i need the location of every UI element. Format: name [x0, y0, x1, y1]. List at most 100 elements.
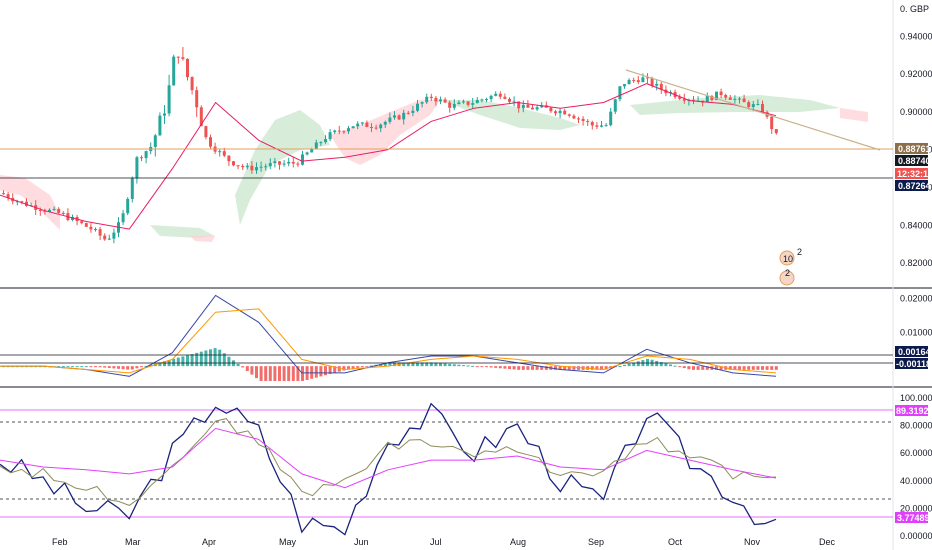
- macd-hist-bar: [29, 366, 33, 368]
- candle-body: [439, 99, 442, 102]
- macd-hist-bar: [11, 366, 15, 368]
- macd-hist-bar: [190, 354, 194, 367]
- cloud-red-jun: [330, 100, 440, 165]
- candle-body: [498, 93, 502, 97]
- candle-body: [153, 135, 157, 147]
- oscillator-axis[interactable]: 100.00000 80.00000 60.00000 40.00000 20.0000…: [900, 393, 932, 541]
- macd-hist-bar: [135, 366, 139, 369]
- macd-hist-bar: [544, 366, 548, 370]
- macd-hist-bar: [669, 364, 672, 367]
- macd-hist-bar: [356, 366, 360, 368]
- macd-hist-bar: [176, 357, 180, 367]
- macd-hist-bar: [673, 365, 677, 367]
- macd-hist-bar: [291, 366, 295, 381]
- macd-series-line: [0, 308, 777, 374]
- osc-tick-label: 60.00000: [900, 448, 932, 458]
- macd-hist-bar: [448, 363, 452, 367]
- macd-hist-bar: [600, 366, 603, 370]
- candle-body: [595, 125, 599, 127]
- macd-hist-bar: [172, 358, 176, 367]
- candle-body: [425, 96, 429, 103]
- candle-body: [301, 154, 304, 165]
- macd-hist-bar: [319, 366, 323, 377]
- candle-body: [167, 85, 171, 114]
- candle-body: [581, 118, 585, 121]
- cloud: [0, 95, 868, 242]
- macd-hist-bar: [337, 366, 341, 372]
- candle-body: [549, 107, 553, 112]
- candle-body: [618, 86, 622, 100]
- macd-hist-bar: [227, 356, 231, 367]
- candle-body: [112, 232, 116, 239]
- macd-hist-bar: [112, 366, 116, 369]
- time-axis[interactable]: Feb Mar Apr May Jun Jul Aug Sep Oct Nov Dec: [52, 537, 836, 547]
- macd-hist-bar: [719, 366, 723, 370]
- osc-tick-label: 20.00000: [900, 503, 932, 513]
- macd-hist-bar: [480, 366, 484, 368]
- macd-hist-bar: [121, 366, 125, 370]
- candle-body: [337, 130, 341, 132]
- macd-hist-bar: [107, 366, 111, 369]
- osc-smooth-line: [0, 427, 777, 489]
- candle-body: [563, 110, 567, 115]
- macd-hist-bar: [498, 366, 502, 369]
- candle-body: [590, 122, 594, 126]
- macd-hist-bar: [158, 362, 162, 367]
- macd-hist-bar: [770, 366, 774, 370]
- macd-hist-bar: [342, 366, 346, 371]
- macd-hist-bar: [682, 366, 686, 369]
- macd-hist-bar: [452, 364, 456, 367]
- candle-body: [181, 57, 185, 59]
- candle-body: [623, 84, 626, 87]
- macd-hist-bar: [140, 366, 143, 368]
- time-axis-label: Feb: [52, 537, 68, 547]
- price-tick-label: 0.84000: [900, 220, 932, 230]
- macd-hist-bar: [94, 366, 97, 368]
- candle-body: [71, 216, 74, 220]
- candle-body: [57, 208, 61, 213]
- macd-hist-bar: [590, 366, 594, 370]
- macd-hist-bar: [209, 349, 212, 367]
- candle-body: [443, 99, 447, 103]
- candle-body: [586, 120, 590, 123]
- macd-hist-bar: [503, 366, 507, 369]
- macd-hist-bar: [15, 366, 19, 368]
- candle-body: [80, 221, 84, 224]
- candle-body: [107, 238, 111, 240]
- trendline: [625, 69, 881, 151]
- event-badge-top: 10: [783, 254, 793, 264]
- macd-hist-bar: [34, 366, 38, 368]
- candle-body: [38, 209, 42, 211]
- macd-hist-bar: [383, 363, 387, 367]
- candle-body: [328, 132, 332, 140]
- macd-hist-bar: [314, 366, 318, 378]
- candle-body: [264, 166, 268, 168]
- macd-hist-bar: [747, 366, 751, 370]
- macd-axis[interactable]: 0.02000 0.01000: [900, 294, 932, 338]
- macd-hist-bar: [351, 366, 355, 369]
- candle-body: [632, 79, 636, 81]
- macd-hist-bar: [57, 366, 61, 368]
- candle-body: [434, 98, 438, 102]
- macd-hist-bar: [268, 366, 272, 381]
- candle-body: [370, 126, 373, 128]
- macd-hist-bar: [144, 365, 148, 367]
- candle-body: [604, 125, 608, 127]
- candle-body: [222, 151, 226, 156]
- macd-hist-bar: [443, 363, 447, 367]
- macd-hist-bar: [774, 366, 778, 370]
- macd-hist-bar: [429, 362, 433, 367]
- candle-body: [195, 90, 199, 108]
- currency-label[interactable]: 0. GBP: [900, 4, 929, 14]
- event-badge[interactable]: 10 2 2: [779, 247, 802, 286]
- macd-hist-bar: [186, 355, 189, 367]
- osc-bands: [0, 409, 893, 518]
- candle-body: [84, 223, 88, 227]
- candle-body: [163, 113, 166, 116]
- candle-body: [420, 102, 424, 104]
- macd-hist-bar: [526, 366, 530, 370]
- candle-body: [429, 96, 433, 99]
- candle-body: [577, 118, 580, 120]
